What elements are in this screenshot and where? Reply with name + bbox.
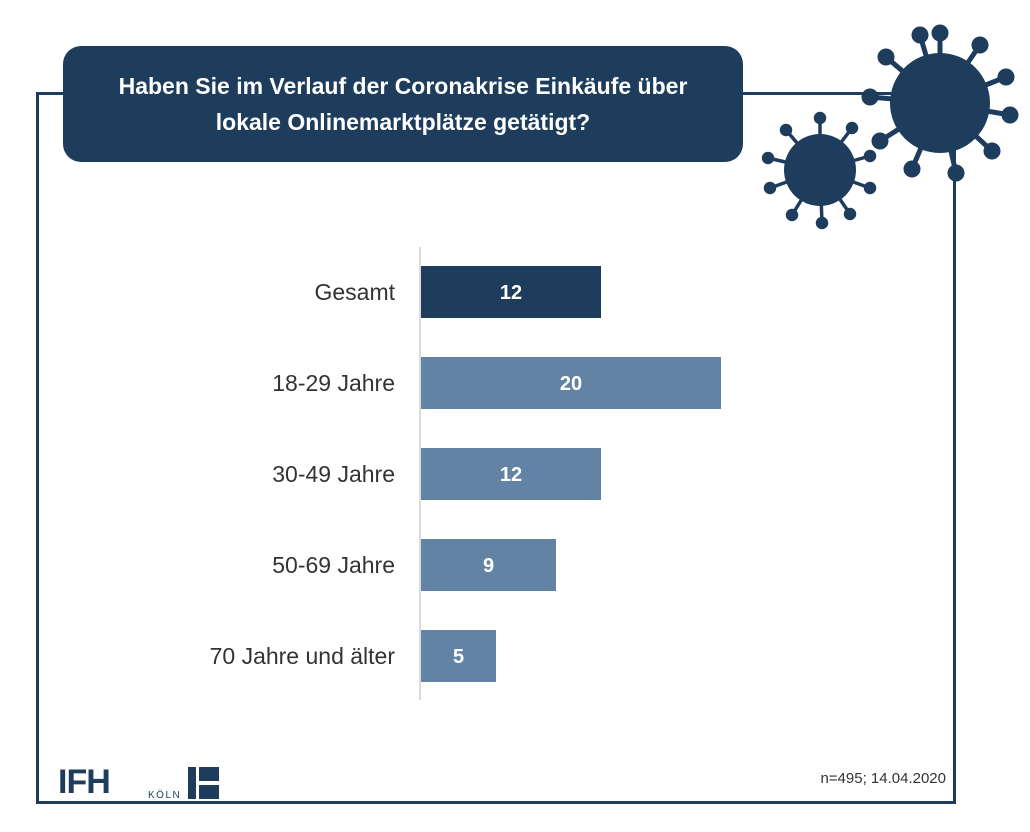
category-label: 30-49 Jahre xyxy=(272,461,395,487)
bar xyxy=(421,539,556,591)
bar-value-label: 5 xyxy=(453,646,464,668)
title-banner: Haben Sie im Verlauf der Coronakrise Ein… xyxy=(63,46,743,162)
virus-icon-small xyxy=(761,111,877,230)
category-label: 18-29 Jahre xyxy=(272,370,395,396)
svg-text:IFH: IFH xyxy=(58,763,110,801)
bar xyxy=(421,266,601,318)
bar-value-label: 20 xyxy=(560,373,582,395)
sample-footnote: n=495; 14.04.2020 xyxy=(820,770,946,787)
bar-value-label: 12 xyxy=(500,282,522,304)
chart-title: Haben Sie im Verlauf der Coronakrise Ein… xyxy=(118,73,688,135)
category-label: 50-69 Jahre xyxy=(272,552,395,578)
bar xyxy=(421,448,601,500)
virus-icon-large xyxy=(861,24,1019,182)
bar-value-label: 9 xyxy=(483,555,494,577)
bar-value-label: 12 xyxy=(500,464,522,486)
bar xyxy=(421,630,496,682)
ifh-logo: IFH KÖLN xyxy=(58,763,219,801)
category-label: Gesamt xyxy=(314,279,395,305)
svg-text:KÖLN: KÖLN xyxy=(148,789,181,801)
category-label: 70 Jahre und älter xyxy=(210,643,396,669)
bar xyxy=(421,357,721,409)
